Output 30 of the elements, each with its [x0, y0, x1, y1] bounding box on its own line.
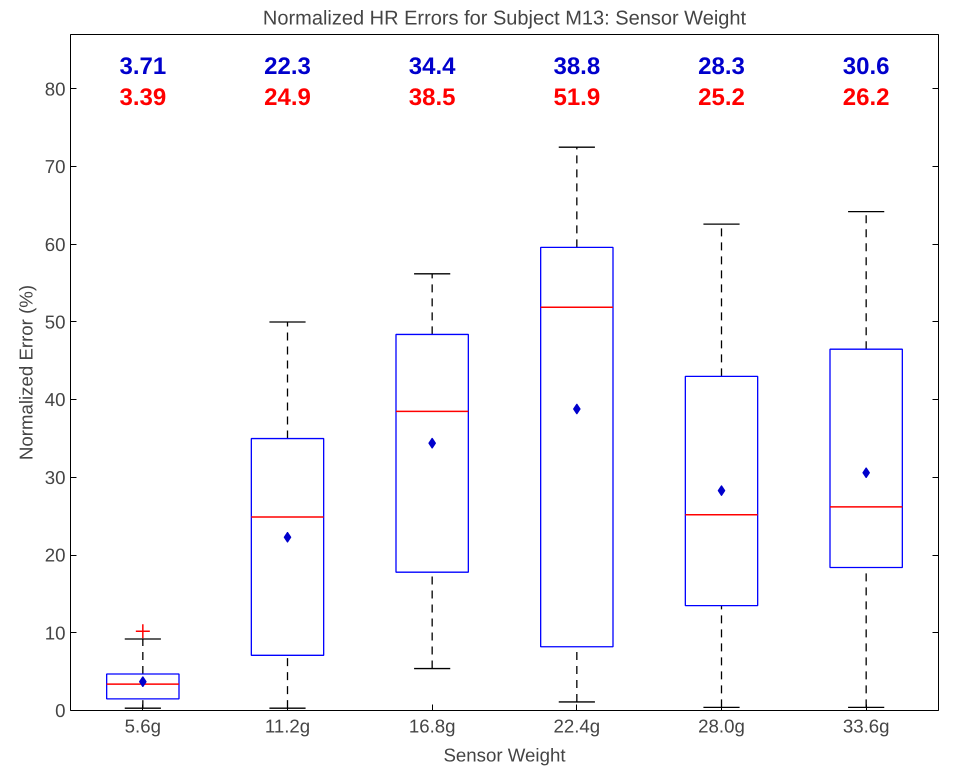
y-tick-label: 60 [44, 234, 66, 255]
x-axis-title: Sensor Weight [443, 744, 566, 766]
y-tick-label: 70 [44, 156, 66, 178]
annotation: 30.6 [842, 53, 890, 80]
annotation: 3.71 [119, 53, 166, 80]
x-tick-label: 16.8g [408, 716, 456, 736]
annotation: 3.39 [119, 84, 166, 112]
y-tick-label: 80 [44, 78, 66, 100]
annotation: 26.2 [842, 84, 890, 112]
y-tick-label: 30 [44, 466, 66, 488]
y-tick-label: 50 [44, 311, 66, 332]
y-tick-label: 10 [44, 622, 66, 644]
y-tick-label: 0 [55, 700, 66, 721]
y-tick-label: 20 [44, 544, 66, 566]
annotation: 25.2 [698, 84, 745, 112]
x-tick-label: 33.6g [842, 716, 890, 736]
annotation: 28.3 [698, 53, 745, 80]
annotation: 38.5 [408, 84, 456, 112]
x-tick-label: 11.2g [264, 716, 310, 736]
x-tick-label: 28.0g [698, 716, 745, 736]
y-axis-title: Normalized Error (%) [16, 284, 37, 460]
annotation: 34.4 [408, 53, 456, 80]
chart-title: Normalized HR Errors for Subject M13: Sensor Weight [262, 8, 747, 30]
annotation: 38.8 [553, 53, 600, 80]
x-tick-label: 5.6g [124, 716, 161, 736]
annotation: 22.3 [264, 53, 311, 80]
annotation: 24.9 [264, 84, 311, 112]
y-tick-label: 40 [44, 389, 66, 410]
annotation: 51.9 [553, 84, 600, 112]
x-tick-label: 22.4g [553, 716, 600, 736]
